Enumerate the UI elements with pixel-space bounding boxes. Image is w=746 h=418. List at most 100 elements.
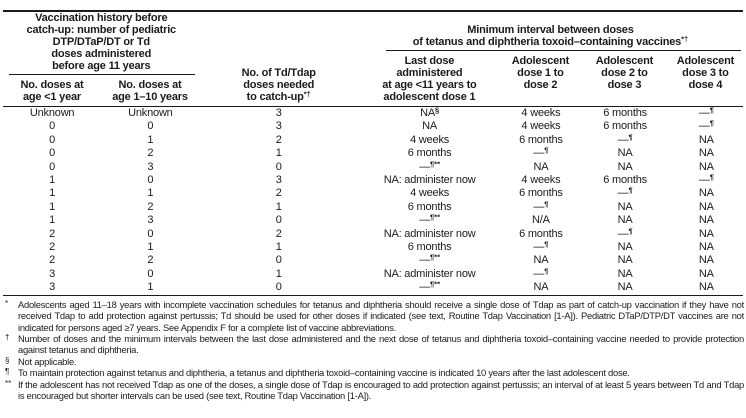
- table-cell: 0: [275, 214, 282, 227]
- table-row: 1 0 3 NA: administer now 4 weeks 6 months —¶: [3, 172, 743, 187]
- table-cell: NA: [617, 254, 633, 267]
- table-row: 1 1 2 4 weeks 6 months —¶ NA: [3, 187, 743, 200]
- col-header-doses-1-10yr: No. doses at age 1–10 years: [112, 79, 188, 103]
- left-subheaders: No. doses at age <1 year No. doses at age …: [3, 79, 200, 103]
- table-cell: 3: [49, 267, 56, 280]
- table-cell: NA: [698, 133, 714, 146]
- table-cell: 2: [147, 147, 154, 160]
- table-cell: 6 months: [519, 227, 563, 240]
- table-cell: 3: [3, 281, 102, 296]
- table-cell: 2: [49, 241, 56, 254]
- table-row: 0 1 2 4 weeks 6 months —¶ NA: [3, 132, 743, 147]
- table-cell: NA: [422, 120, 438, 133]
- table-cell: 0: [49, 133, 56, 146]
- footnote-marker-pilcrow: ¶: [5, 367, 10, 377]
- table-cell: 1: [275, 147, 282, 160]
- table-cell: 1: [275, 200, 282, 213]
- col-header-dose1-to-dose2: Adolescent dose 1 to dose 2: [511, 55, 570, 91]
- table-cell: 1: [49, 174, 56, 187]
- col-header-last-dose-to-dose1: Last dose administered at age <11 years to…: [382, 55, 477, 103]
- table-cell: 0: [147, 174, 154, 187]
- table-cell: NA: administer now: [383, 174, 476, 187]
- header-row: Vaccination history before catch-up: numb…: [3, 10, 743, 107]
- table-cell: NA: [617, 241, 633, 254]
- table-row: 0 0 3 NA 4 weeks 6 months —¶: [3, 120, 743, 133]
- table-cell: —¶**: [419, 212, 441, 227]
- table-cell: NA: [698, 147, 714, 160]
- footnote-section: § Not applicable.: [5, 355, 77, 367]
- table-cell: —¶**: [357, 281, 502, 296]
- table-cell: NA§: [420, 105, 440, 119]
- table-cell: 2: [49, 254, 56, 267]
- table-cell: 2: [147, 254, 154, 267]
- table-row: 1 3 0 —¶** N/A NA NA: [3, 214, 743, 227]
- col-header-dose3-to-dose4: Adolescent dose 3 to dose 4: [676, 55, 735, 91]
- table-cell: 3: [147, 160, 154, 173]
- table-cell: NA: [580, 281, 670, 296]
- table-cell: —¶: [533, 239, 549, 254]
- table-cell: —¶**: [419, 252, 441, 267]
- table-cell: 0: [147, 267, 154, 280]
- table-body: Unknown Unknown 3 NA§ 4 weeks 6 months —¶ 0 0 3 NA…: [3, 105, 743, 296]
- table-row: 3 1 0 —¶** NA NA NA: [3, 281, 743, 296]
- table-cell: 2: [275, 227, 282, 240]
- table-cell: 4 weeks: [410, 187, 450, 200]
- footnote-marker-double-asterisk: **: [5, 378, 12, 388]
- left-group-title: Vaccination history before catch-up: numb…: [26, 12, 177, 72]
- td-tdap-needed-label: No. of Td/Tdap doses needed to catch-up*†: [241, 67, 316, 103]
- table-cell: NA: administer now: [383, 227, 476, 240]
- table-cell: 6 months: [407, 200, 452, 213]
- table-cell: 2: [147, 200, 154, 213]
- catchup-schedule-table: Vaccination history before catch-up: numb…: [3, 10, 743, 296]
- table-cell: 1: [101, 281, 200, 296]
- table-cell: NA: [533, 254, 549, 267]
- footnote-marker-asterisk: *: [5, 298, 9, 308]
- catchup-vaccination-table-page: Vaccination history before catch-up: numb…: [3, 10, 744, 401]
- table-cell: NA: [533, 160, 549, 173]
- footnote-marker-section: §: [5, 355, 10, 365]
- col-header-dose2-to-dose3: Adolescent dose 2 to dose 3: [595, 55, 654, 91]
- table-cell: Unknown: [29, 107, 75, 119]
- table-cell: NA: [698, 267, 714, 280]
- table-cell: —¶: [698, 172, 714, 187]
- table-cell: —¶: [617, 226, 633, 240]
- table-row: 2 2 0 —¶** NA NA NA: [3, 254, 743, 267]
- table-cell: 6 months: [407, 241, 452, 254]
- table-cell: 4 weeks: [521, 107, 561, 119]
- table-cell: NA: [698, 254, 714, 267]
- table-cell: 6 months: [407, 147, 452, 160]
- table-cell: 1: [147, 133, 154, 146]
- table-cell: 1: [49, 214, 56, 227]
- table-cell: NA: [698, 227, 714, 240]
- footnote-dagger: † Number of doses and the minimum interva…: [5, 332, 744, 356]
- table-row: 3 0 1 NA: administer now —¶ NA NA: [3, 267, 743, 281]
- table-row: 1 2 1 6 months —¶ NA NA: [3, 200, 743, 214]
- table-cell: —¶: [617, 132, 633, 146]
- table-cell: 4 weeks: [521, 120, 561, 133]
- table-cell: —¶: [617, 185, 633, 200]
- table-cell: NA: [698, 187, 714, 200]
- table-cell: NA: [698, 241, 714, 254]
- table-row: Unknown Unknown 3 NA§ 4 weeks 6 months —¶: [3, 105, 743, 121]
- table-cell: NA: [617, 214, 633, 227]
- col-header-td-tdap-needed: No. of Td/Tdap doses needed to catch-up*†: [199, 10, 358, 107]
- footnote-asterisk: * Adolescents aged 11–18 years with incom…: [5, 298, 744, 333]
- table-cell: 2: [275, 133, 282, 146]
- table-cell: 3: [275, 120, 282, 133]
- table-cell: —¶: [533, 145, 549, 160]
- table-cell: 1: [147, 187, 154, 200]
- table-cell: 4 weeks: [521, 174, 561, 187]
- table-row: 0 2 1 6 months —¶ NA NA: [3, 145, 743, 160]
- table-cell: 0: [49, 160, 56, 173]
- table-cell: Unknown: [128, 107, 173, 119]
- table-cell: 2: [49, 227, 56, 240]
- col-header-doses-under-1yr: No. doses at age <1 year: [20, 79, 84, 103]
- table-row: 2 0 2 NA: administer now 6 months —¶ NA: [3, 226, 743, 241]
- table-cell: 2: [275, 187, 282, 200]
- table-header: Vaccination history before catch-up: numb…: [3, 10, 743, 107]
- table-cell: NA: [698, 200, 714, 213]
- table-cell: 6 months: [603, 107, 647, 119]
- table-cell: 1: [49, 187, 56, 200]
- table-cell: 3: [275, 174, 282, 187]
- table-cell: —¶: [698, 118, 714, 133]
